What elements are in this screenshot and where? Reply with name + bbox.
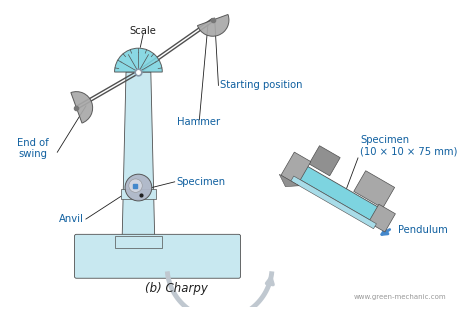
Circle shape <box>129 179 142 192</box>
Text: www.green-mechanic.com: www.green-mechanic.com <box>354 294 447 300</box>
Text: Pendulum: Pendulum <box>398 225 447 235</box>
Wedge shape <box>71 92 92 123</box>
Text: (b) Charpy: (b) Charpy <box>145 282 208 295</box>
Text: Hammer: Hammer <box>177 117 220 127</box>
Wedge shape <box>115 48 162 72</box>
Polygon shape <box>281 152 311 185</box>
Text: End of
swing: End of swing <box>17 138 49 159</box>
Polygon shape <box>291 176 376 229</box>
Polygon shape <box>354 171 395 208</box>
FancyBboxPatch shape <box>74 234 241 278</box>
Polygon shape <box>309 146 340 176</box>
Wedge shape <box>198 14 229 36</box>
FancyBboxPatch shape <box>121 189 155 199</box>
Text: Scale: Scale <box>130 26 156 36</box>
Circle shape <box>125 174 152 201</box>
Text: Specimen: Specimen <box>177 177 226 187</box>
Polygon shape <box>279 174 299 187</box>
Polygon shape <box>122 72 155 236</box>
Text: Specimen
(10 × 10 × 75 mm): Specimen (10 × 10 × 75 mm) <box>360 135 457 156</box>
Polygon shape <box>294 163 384 224</box>
Text: Anvil: Anvil <box>59 214 84 224</box>
Polygon shape <box>368 204 395 232</box>
FancyBboxPatch shape <box>115 236 162 248</box>
Text: Starting position: Starting position <box>220 80 303 90</box>
